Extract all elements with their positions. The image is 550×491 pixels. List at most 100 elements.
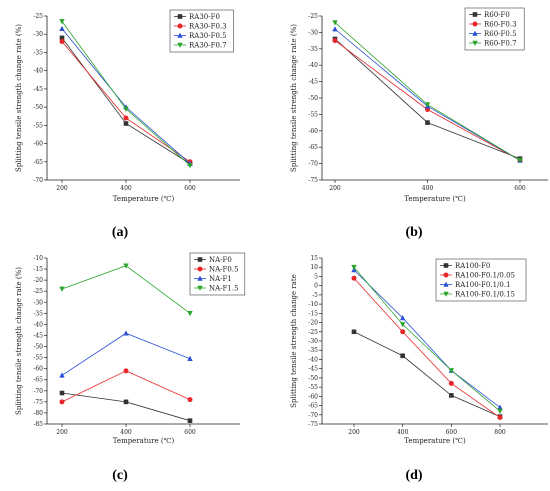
y-tick-label: -30 (33, 299, 43, 306)
legend-marker (472, 40, 478, 46)
series-line-1 (61, 37, 191, 164)
data-point (59, 35, 65, 41)
legend-marker (197, 257, 203, 262)
y-axis-label: Splitting tensile strength change rate (290, 274, 298, 408)
y-tick-label: -45 (33, 86, 43, 93)
series-line-4 (61, 265, 191, 314)
y-tick-label: -75 (308, 421, 318, 428)
y-tick-label: -15 (33, 266, 43, 273)
data-point (59, 390, 65, 396)
y-tick-label: -25 (308, 13, 318, 20)
data-point (332, 26, 338, 32)
data-point (400, 353, 405, 359)
panel-caption: (c) (112, 468, 128, 483)
data-point (59, 286, 65, 292)
x-axis-label: Temperature (℃) (404, 195, 466, 203)
legend-label: RA30-F0 (189, 13, 220, 21)
data-point (517, 158, 523, 164)
y-tick-label: -40 (33, 68, 43, 75)
y-tick-label: -65 (308, 403, 318, 410)
y-tick-label: -10 (308, 301, 318, 308)
data-point (351, 264, 357, 271)
y-tick-label: -25 (308, 329, 318, 336)
y-tick-label: -30 (33, 31, 43, 38)
y-tick-label: -35 (33, 310, 43, 317)
y-tick-label: -35 (308, 46, 318, 53)
series-line-2 (353, 278, 501, 418)
y-tick-label: -50 (308, 95, 318, 102)
legend-marker (443, 291, 449, 297)
data-point (399, 315, 406, 321)
y-tick-label: -30 (308, 29, 318, 36)
data-point (187, 311, 193, 317)
x-tick-label: 600 (184, 429, 196, 436)
legend-label: R60-F0 (484, 11, 510, 19)
data-point (123, 368, 129, 374)
data-point (448, 380, 454, 386)
data-point (424, 102, 431, 108)
series-line-1 (61, 392, 191, 422)
x-axis-label: Temperature (℃) (113, 437, 175, 445)
data-point (425, 120, 430, 125)
series-line-3 (353, 269, 501, 408)
series-line-2 (61, 370, 191, 403)
legend-marker (443, 263, 449, 268)
y-tick-label: -55 (308, 111, 318, 118)
data-point (123, 263, 129, 269)
x-tick-label: 600 (184, 185, 196, 192)
panel-caption: (d) (405, 468, 422, 483)
data-point (187, 163, 193, 169)
legend-marker (177, 14, 183, 19)
y-tick-label: -65 (33, 377, 43, 384)
y-tick-label: -35 (308, 347, 318, 354)
data-point (59, 25, 65, 32)
series-line-4 (353, 266, 501, 412)
y-tick-label: -40 (308, 62, 318, 69)
y-tick-label: -45 (308, 79, 318, 86)
y-tick-label: -70 (33, 177, 43, 184)
y-tick-label: -65 (33, 159, 43, 166)
y-tick-label: -30 (308, 338, 318, 345)
chart-a: -70 -65 -60 -55 -50 -45 -40 -35 -30 -25 200 400 600 T… (15, 9, 240, 240)
data-point (351, 329, 357, 335)
legend-marker (197, 275, 203, 281)
y-tick-label: -25 (33, 288, 43, 295)
chart-b: -75 -70 -65 -60 -55 -50 -45 -40 -35 -30 -25 200 400 6… (290, 7, 548, 240)
y-tick-label: -55 (308, 384, 318, 391)
legend-label: R60-F0.3 (484, 20, 517, 28)
chart-c: -85 -80 -75 -70 -65 -60 -55 -50 -45 -40 -35 -30 -25 -… (15, 252, 246, 483)
y-axis-label: Splitting tensile strength change rate (… (290, 24, 298, 172)
y-tick-label: -65 (308, 144, 318, 151)
series-line-1 (353, 331, 501, 417)
y-tick-label: -50 (33, 344, 43, 351)
legend-marker (197, 285, 203, 291)
data-point (123, 106, 129, 112)
legend-label: RA30-F0.7 (189, 41, 227, 49)
x-tick-label: 400 (422, 185, 434, 192)
y-tick-label: -60 (308, 393, 318, 400)
legend-label: NA-F0.5 (209, 265, 239, 273)
legend-marker (177, 23, 183, 29)
y-tick-label: -40 (33, 321, 43, 328)
legend-marker (177, 42, 183, 48)
data-point (400, 329, 406, 335)
legend-marker (443, 272, 449, 278)
data-point (123, 121, 129, 126)
x-tick-label: 200 (348, 429, 360, 436)
y-tick-label: -75 (308, 177, 318, 184)
data-point (497, 408, 503, 414)
y-tick-label: -45 (33, 332, 43, 339)
legend-marker (472, 21, 478, 27)
y-tick-label: -5 (312, 292, 318, 299)
y-tick-label: 0 (314, 283, 318, 290)
legend-marker (472, 30, 478, 36)
y-tick-label: -25 (33, 13, 43, 20)
data-point (332, 20, 338, 26)
data-point (332, 38, 338, 44)
y-tick-label: -60 (33, 366, 43, 373)
legend-marker (443, 281, 449, 287)
data-point (59, 19, 65, 25)
